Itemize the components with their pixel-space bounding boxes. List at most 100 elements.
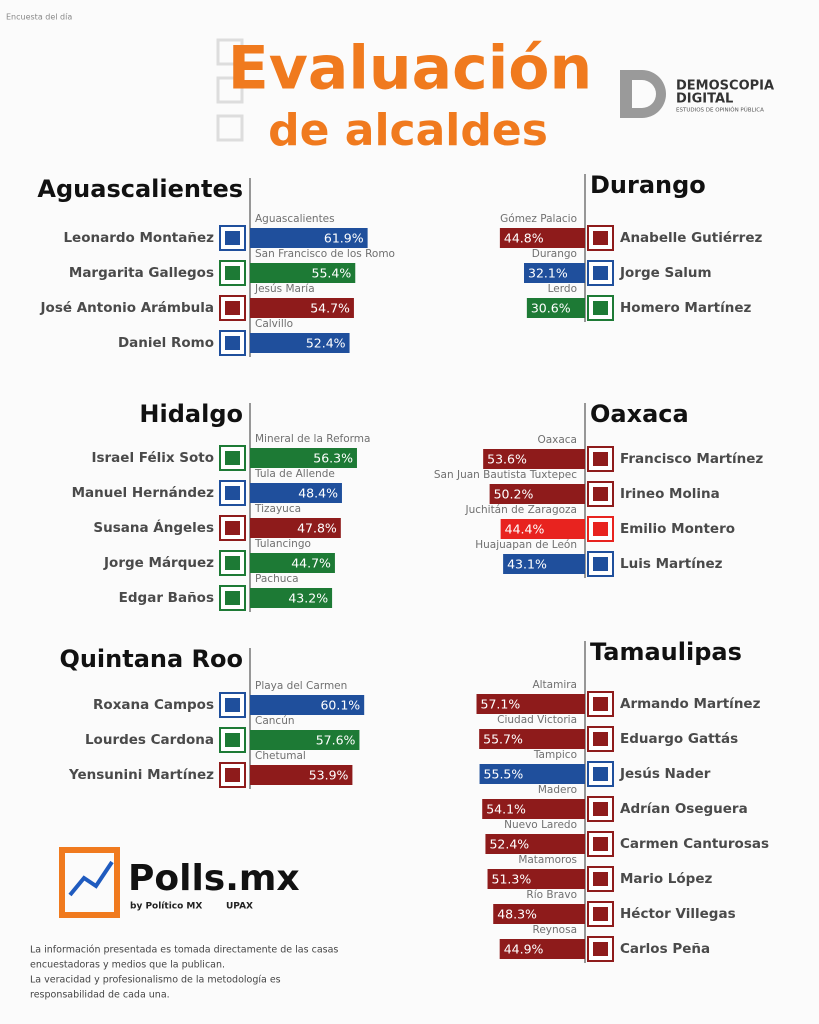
bar (479, 764, 585, 784)
bar (503, 554, 585, 574)
candidate-name: Susana Ángeles (93, 519, 214, 536)
disclaimer-line: La información presentada es tomada dire… (30, 945, 338, 956)
note: Encuesta del día (6, 13, 72, 22)
party-icon-fill (225, 521, 240, 535)
party-icon-fill (593, 522, 608, 536)
bar (482, 799, 585, 819)
bar (493, 904, 585, 924)
candidate-name: Manuel Hernández (72, 485, 215, 501)
bar (500, 519, 585, 539)
bar (524, 263, 585, 283)
value-label: 44.9% (504, 942, 544, 957)
candidate-name: Homero Martínez (620, 300, 751, 316)
party-icon-fill (225, 591, 240, 605)
city-label: Huajuapan de León (475, 539, 577, 551)
city-label: Mineral de la Reforma (255, 433, 370, 445)
party-icon (219, 330, 246, 356)
candidate-name: Emilio Montero (620, 521, 735, 537)
value-label: 51.3% (492, 872, 532, 887)
value-label: 54.1% (486, 802, 526, 817)
city-label: San Francisco de los Romo (255, 248, 395, 260)
bar (499, 939, 585, 959)
value-label: 44.7% (291, 556, 331, 571)
bar (250, 448, 357, 468)
bar (487, 869, 585, 889)
city-label: Tula de Allende (254, 468, 335, 480)
value-label: 30.6% (531, 301, 571, 316)
value-label: 50.2% (494, 487, 534, 502)
value-label: 61.9% (324, 231, 364, 246)
bar (250, 730, 360, 750)
title-line1: Evaluación (228, 34, 592, 104)
value-label: 47.8% (297, 521, 337, 536)
party-icon (587, 796, 614, 822)
value-label: 43.2% (288, 591, 328, 606)
demoscopia-logo: DEMOSCOPIA DIGITAL ESTUDIOS DE OPINIÓN P… (620, 70, 774, 118)
party-icon-fill (593, 697, 608, 711)
candidate-name: Anabelle Gutiérrez (620, 230, 762, 246)
party-icon-fill (225, 231, 240, 245)
city-label: Río Bravo (526, 889, 577, 901)
city-label: Calvillo (255, 318, 293, 330)
party-icon-fill (593, 907, 608, 921)
polls-logo: Polls.mx by Político MX UPAX (59, 847, 300, 918)
party-icon-fill (225, 698, 240, 712)
disclaimer: La información presentada es tomada dire… (30, 945, 338, 1001)
bar (499, 228, 585, 248)
party-icon-fill (593, 802, 608, 816)
bar (526, 298, 585, 318)
party-icon-fill (593, 767, 608, 781)
value-label: 32.1% (528, 266, 568, 281)
candidate-name: Margarita Gallegos (69, 265, 214, 281)
party-icon-fill (593, 837, 608, 851)
bar (483, 449, 585, 469)
city-label: Juchitán de Zaragoza (464, 504, 577, 516)
value-label: 43.1% (507, 557, 547, 572)
city-label: Reynosa (533, 924, 577, 936)
value-label: 55.5% (484, 767, 524, 782)
bar (250, 228, 368, 248)
bar (485, 834, 585, 854)
bar (489, 484, 585, 504)
party-icon-fill (593, 231, 608, 245)
value-label: 48.3% (497, 907, 537, 922)
city-label: Madero (538, 784, 577, 796)
state-title: Oaxaca (590, 400, 689, 428)
city-label: Cancún (255, 715, 295, 727)
party-icon-fill (593, 301, 608, 315)
party-icon-fill (593, 487, 608, 501)
city-label: Matamoros (518, 854, 577, 866)
city-label: Tizayuca (254, 503, 301, 515)
city-label: Chetumal (255, 750, 306, 762)
value-label: 60.1% (320, 698, 360, 713)
candidate-name: Luis Martínez (620, 556, 723, 572)
bar (250, 483, 342, 503)
candidate-name: Lourdes Cardona (85, 732, 214, 748)
party-icon (587, 516, 614, 542)
value-label: 55.4% (312, 266, 352, 281)
city-label: Altamira (532, 679, 577, 691)
bar (250, 695, 365, 715)
party-icon (219, 515, 246, 541)
party-icon-fill (225, 733, 240, 747)
party-icon (587, 866, 614, 892)
brand-by: by Político MX (130, 902, 202, 912)
party-icon-fill (225, 556, 240, 570)
bar (250, 263, 356, 283)
disclaimer-line: responsabilidad de cada una. (30, 990, 170, 1001)
state-title: Aguascalientes (37, 175, 243, 203)
city-label: San Juan Bautista Tuxtepec (434, 469, 577, 481)
party-icon-fill (593, 872, 608, 886)
value-label: 44.4% (505, 522, 545, 537)
party-icon-fill (225, 266, 240, 280)
bar (250, 518, 341, 538)
state-title: Hidalgo (139, 400, 243, 428)
city-label: Pachuca (255, 573, 299, 585)
bar (250, 765, 353, 785)
party-icon-fill (225, 486, 240, 500)
candidate-name: Carlos Peña (620, 941, 710, 957)
candidate-name: Eduargo Gattás (620, 731, 738, 747)
party-icon-fill (225, 336, 240, 350)
value-label: 53.6% (487, 452, 527, 467)
